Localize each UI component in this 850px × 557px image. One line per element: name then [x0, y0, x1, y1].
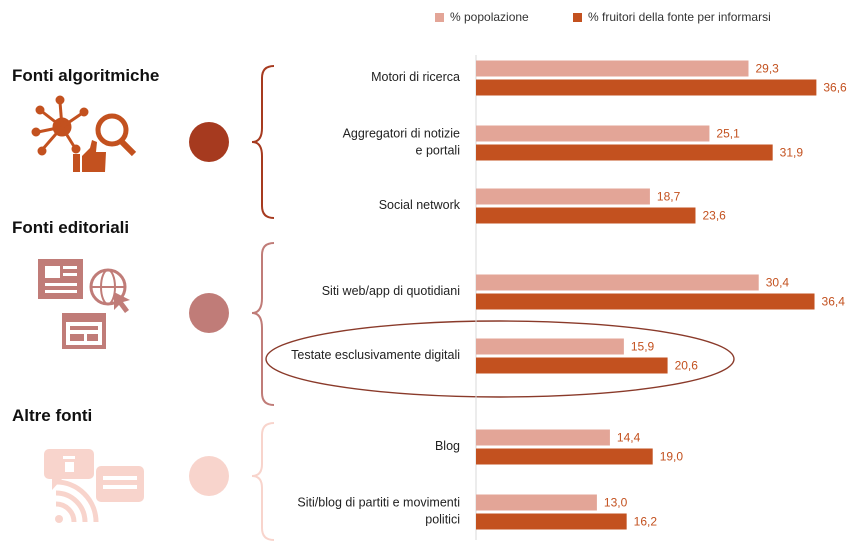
legend-popolazione: % popolazione [435, 10, 529, 24]
group-marker-altre [189, 456, 229, 496]
data-label-popolazione-6: 13,0 [604, 496, 628, 510]
group-marker-algoritmiche [189, 122, 229, 162]
bar-popolazione-6 [476, 494, 597, 511]
group-marker-editoriali [189, 293, 229, 333]
data-label-fruitori-6: 16,2 [634, 515, 658, 529]
category-label-1: Aggregatori di notizie e portali [343, 127, 460, 158]
bar-popolazione-1 [476, 125, 710, 142]
group-title-altre: Altre fonti [12, 406, 93, 425]
category-label-line: Testate esclusivamente digitali [291, 348, 460, 362]
chat-broadcast-icon [44, 449, 144, 523]
group-brace-editoriali [251, 242, 275, 406]
bar-popolazione-3 [476, 274, 759, 291]
category-label-line: Siti web/app di quotidiani [322, 284, 460, 298]
bar-fruitori-3 [476, 293, 815, 310]
data-label-fruitori-2: 23,6 [702, 209, 726, 223]
legend-fruitori: % fruitori della fonte per informarsi [573, 10, 771, 24]
bar-fruitori-1 [476, 144, 773, 161]
category-label-0: Motori di ricerca [371, 70, 460, 84]
category-label-2: Social network [379, 198, 461, 212]
bar-fruitori-2 [476, 207, 696, 224]
data-label-popolazione-1: 25,1 [716, 127, 740, 141]
group-brace-algoritmiche [251, 65, 275, 219]
category-label-line: Social network [379, 198, 461, 212]
data-label-fruitori-1: 31,9 [780, 146, 804, 160]
data-label-fruitori-4: 20,6 [675, 359, 699, 373]
data-label-fruitori-3: 36,4 [822, 295, 846, 309]
category-label-line: Aggregatori di notizie [343, 127, 460, 141]
data-label-fruitori-5: 19,0 [660, 450, 684, 464]
data-label-fruitori-0: 36,6 [823, 81, 847, 95]
highlight-ellipse [265, 320, 735, 398]
category-label-line: Siti/blog di partiti e movimenti [297, 496, 460, 510]
legend-swatch-fruitori [573, 12, 582, 22]
bar-popolazione-2 [476, 188, 650, 205]
bar-fruitori-4 [476, 357, 668, 374]
bar-fruitori-5 [476, 448, 653, 465]
group-brace-altre [251, 422, 275, 541]
bar-layer: 29,3 36,6 25,1 31,9 18,7 23,6 30,4 36,4 15,9 20,6… [476, 60, 847, 530]
bar-popolazione-5 [476, 429, 610, 446]
newspaper-globe-browser-icon [38, 259, 130, 349]
legend-label-fruitori: % fruitori della fonte per informarsi [588, 10, 771, 24]
category-label-line: Blog [435, 439, 460, 453]
group-title-algoritmiche: Fonti algoritmiche [12, 66, 160, 85]
bar-popolazione-0 [476, 60, 749, 77]
data-label-popolazione-0: 29,3 [755, 62, 779, 76]
category-label-line: politici [425, 513, 460, 527]
bar-fruitori-6 [476, 513, 627, 530]
legend-label-popolazione: % popolazione [450, 10, 529, 24]
data-label-popolazione-4: 15,9 [631, 340, 655, 354]
category-label-3: Siti web/app di quotidiani [322, 284, 460, 298]
data-label-popolazione-3: 30,4 [766, 276, 790, 290]
category-label-layer: Motori di ricerca Aggregatori di notizie e… [291, 70, 461, 527]
legend-swatch-popolazione [435, 12, 444, 22]
network-search-like-icon [31, 95, 137, 172]
bar-popolazione-4 [476, 338, 624, 355]
group-title-editoriali: Fonti editoriali [12, 218, 130, 237]
bar-fruitori-0 [476, 79, 817, 96]
category-label-line: e portali [416, 144, 460, 158]
data-label-popolazione-5: 14,4 [617, 431, 641, 445]
data-label-popolazione-2: 18,7 [657, 190, 681, 204]
category-label-line: Motori di ricerca [371, 70, 460, 84]
category-label-6: Siti/blog di partiti e movimenti politici [297, 496, 460, 527]
category-label-4: Testate esclusivamente digitali [291, 348, 460, 362]
category-label-5: Blog [435, 439, 460, 453]
